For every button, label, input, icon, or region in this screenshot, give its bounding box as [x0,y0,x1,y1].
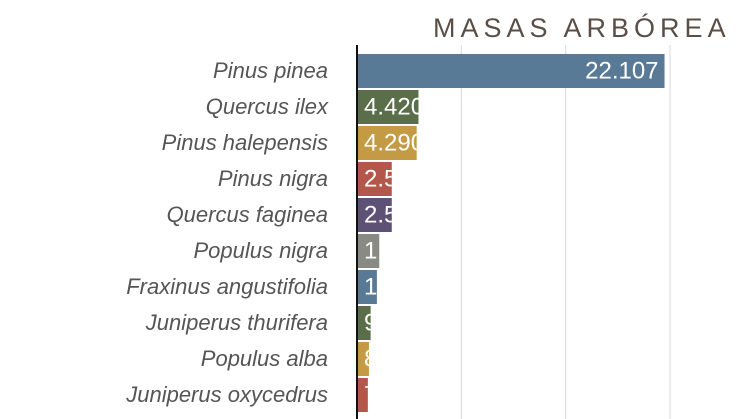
bar [357,270,377,304]
bar [357,342,369,376]
bar [357,90,419,124]
y-tick-label: Populus alba [201,346,328,371]
value-label: 4.420 [364,93,424,120]
bar [357,198,392,232]
y-tick-label: Quercus faginea [167,202,328,227]
y-tick-label: Pinus nigra [218,166,328,191]
bar [357,54,665,88]
y-tick-label: Juniperus oxycedrus [125,382,328,407]
value-label: 2.500 [364,201,424,228]
bar [357,126,417,160]
y-tick-label: Populus nigra [193,238,328,263]
y-tick-label: Pinus halepensis [162,130,328,155]
bar [357,306,371,340]
bar [357,234,380,268]
bar [357,378,368,412]
value-label: 780 [364,381,404,408]
value-label: 1.600 [364,237,424,264]
value-label: 4.290 [364,129,424,156]
chart-title: MASAS ARBÓREA [433,12,731,43]
y-tick-label: Fraxinus angustifolia [126,274,328,299]
y-tick-label: Juniperus thurifera [145,310,328,335]
value-label: 2.500 [364,165,424,192]
value-label: 1.430 [364,273,424,300]
bar [357,162,392,196]
y-tick-label: Pinus pinea [213,58,328,83]
y-tick-label: Quercus ilex [206,94,329,119]
value-label: 860 [364,345,404,372]
value-label: 980 [364,309,404,336]
value-label: 22.107 [585,57,658,84]
